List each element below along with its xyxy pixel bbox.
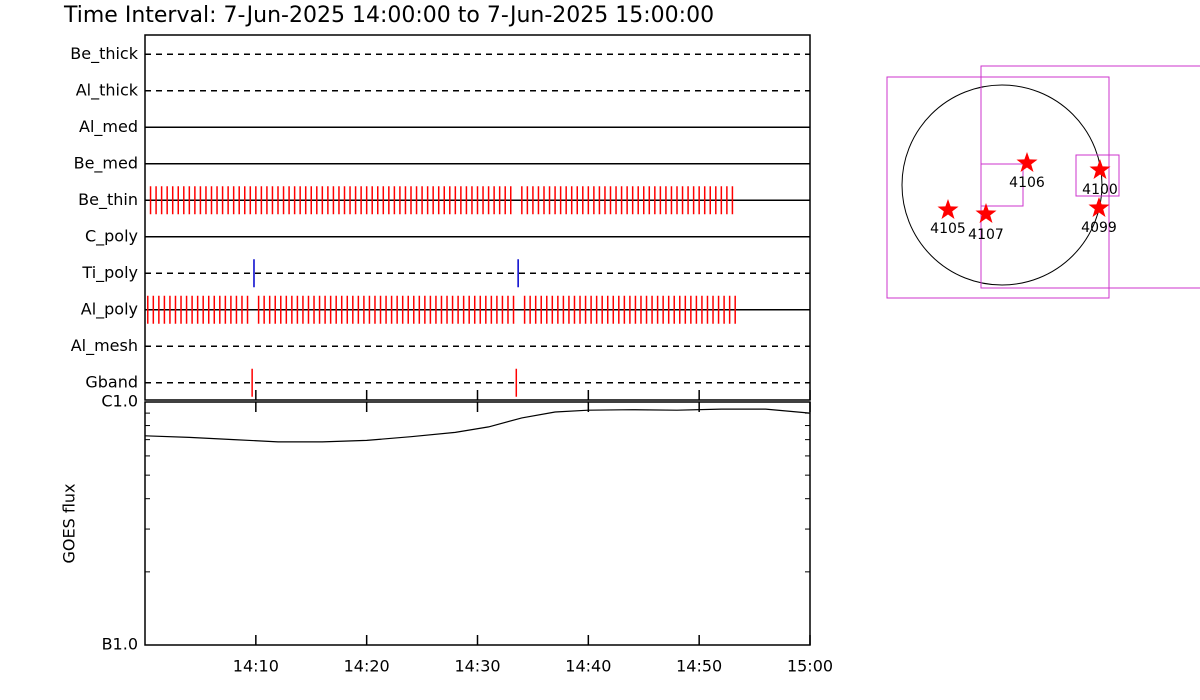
region-star (1016, 152, 1038, 172)
x-tick-label: 14:10 (233, 657, 279, 676)
region-star (1088, 197, 1110, 217)
region-label: 4100 (1082, 182, 1118, 198)
x-tick-label: 14:50 (676, 657, 722, 676)
fov-box (980, 163, 1024, 207)
title: Time Interval: 7-Jun-2025 14:00:00 to 7-… (63, 3, 714, 28)
fov-box (1075, 154, 1120, 197)
row-label: C_poly (85, 226, 138, 246)
y-tick-label: B1.0 (102, 635, 138, 654)
solar-disk (901, 84, 1103, 286)
sun-map: 4105 4107 4106 4100 4099 (886, 65, 1200, 299)
x-tick-label: 14:20 (344, 657, 390, 676)
row-label: Ti_poly (81, 263, 138, 283)
fov-box (886, 76, 1110, 299)
row-label: Al_med (79, 117, 138, 137)
x-tick-label: 14:30 (454, 657, 500, 676)
x-tick-label: 14:40 (565, 657, 611, 676)
row-label: Al_thick (76, 80, 139, 100)
region-star (937, 199, 959, 219)
region-label: 4106 (1009, 175, 1045, 191)
goes-curve (144, 408, 811, 443)
row-label: Be_med (74, 153, 138, 173)
row-label: Al_mesh (71, 336, 138, 356)
region-label: 4099 (1081, 220, 1117, 236)
region-label: 4107 (968, 227, 1004, 243)
row-label: Be_thick (70, 44, 138, 64)
row-label: Be_thin (78, 190, 138, 210)
region-star (1089, 159, 1111, 179)
region-label: 4105 (930, 221, 966, 237)
x-tick-label: 15:00 (787, 657, 833, 676)
row-label: Gband (85, 372, 138, 391)
filter-panel-frame (144, 34, 811, 401)
row-label: Al_poly (81, 299, 138, 319)
y-axis-label: GOES flux (60, 483, 79, 563)
y-tick-label: C1.0 (101, 392, 138, 411)
goes-panel-frame (144, 401, 811, 646)
